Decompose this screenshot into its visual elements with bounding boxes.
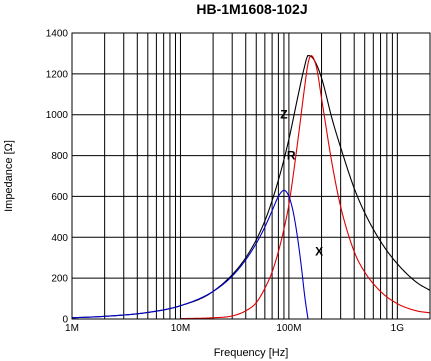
y-tick-label: 200 bbox=[51, 274, 68, 285]
y-tick-label: 800 bbox=[51, 151, 68, 162]
y-tick-label: 0 bbox=[62, 315, 68, 326]
x-tick-label: 100M bbox=[276, 323, 301, 334]
x-tick-label: 10M bbox=[171, 323, 190, 334]
y-tick-label: 400 bbox=[51, 233, 68, 244]
y-tick-label: 1000 bbox=[46, 110, 69, 121]
y-tick-label: 600 bbox=[51, 192, 68, 203]
x-axis-label: Frequency [Hz] bbox=[214, 347, 289, 359]
grid-lines bbox=[72, 33, 430, 319]
curve-label-z: Z bbox=[280, 108, 287, 122]
curve-label-x: X bbox=[315, 245, 323, 259]
series-line-r bbox=[180, 54, 431, 320]
y-axis-label: Impedance [Ω] bbox=[3, 140, 15, 212]
series-line-x bbox=[71, 189, 309, 320]
y-tick-label: 1200 bbox=[46, 69, 69, 80]
curve-label-r: R bbox=[287, 149, 296, 163]
chart-title: HB-1M1608-102J bbox=[196, 1, 307, 17]
x-tick-label: 1G bbox=[391, 323, 405, 334]
data-curves bbox=[71, 54, 431, 320]
curve-labels: Z R X bbox=[280, 108, 323, 259]
plot-frame bbox=[71, 32, 431, 320]
x-tick-label: 1M bbox=[65, 323, 79, 334]
y-tick-label: 1400 bbox=[46, 29, 69, 40]
y-tick-labels: 0 200 400 600 800 1000 1200 1400 bbox=[46, 29, 69, 326]
x-tick-labels: 1M 10M 100M 1G bbox=[65, 323, 404, 334]
